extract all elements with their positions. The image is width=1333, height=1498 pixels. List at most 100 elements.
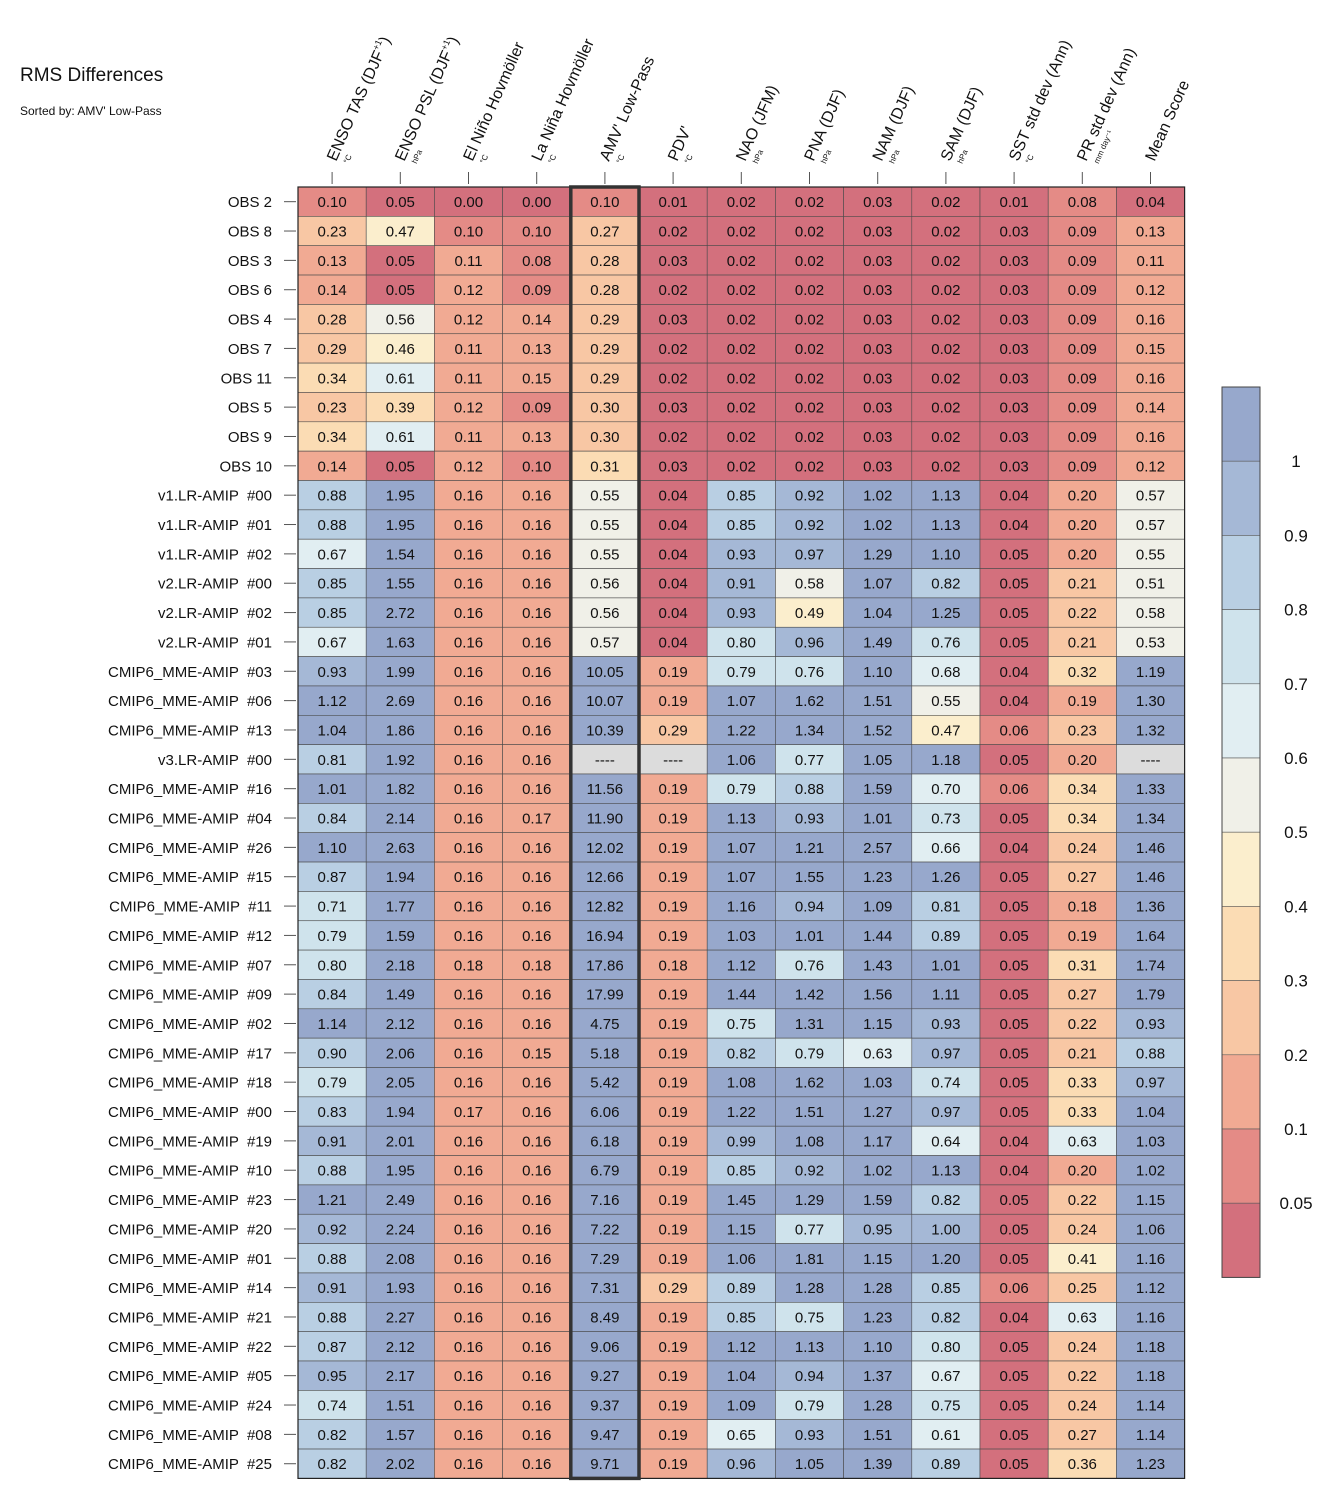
cell-value-label: 0.83 xyxy=(317,1104,346,1121)
cell-value-label: 0.16 xyxy=(454,1016,483,1033)
cell-value-label: 0.02 xyxy=(931,370,960,387)
heatmap-cell xyxy=(775,891,844,922)
heatmap-cell xyxy=(297,861,367,892)
column-label: ENSO TAS (DJF+1)°C xyxy=(322,33,394,165)
cell-value-label: 0.02 xyxy=(795,458,824,475)
cell-value-label: 1.34 xyxy=(795,722,824,739)
heatmap-cell xyxy=(434,1243,503,1274)
cell-value-label: 1.10 xyxy=(931,546,960,563)
heatmap-cell xyxy=(843,626,913,657)
cell-value-label: 0.20 xyxy=(1068,752,1097,769)
cell-value-label: 0.16 xyxy=(522,1427,551,1444)
heatmap-cell xyxy=(979,1419,1049,1450)
cell-value-label: 0.47 xyxy=(386,224,415,241)
heatmap-cell xyxy=(1116,861,1185,892)
cell-value-label: 0.85 xyxy=(931,1280,960,1297)
heatmap-cell xyxy=(843,450,913,481)
cell-value-label: 0.55 xyxy=(931,693,960,710)
cell-value-label: 0.27 xyxy=(590,224,619,241)
heatmap-cell xyxy=(365,1243,435,1274)
cell-value-label: 0.29 xyxy=(590,370,619,387)
cell-value-label: 0.16 xyxy=(522,869,551,886)
cell-value-label: 0.91 xyxy=(317,1280,346,1297)
cell-value-label: 0.02 xyxy=(727,282,756,299)
heatmap-cell xyxy=(1047,1243,1117,1274)
cell-value-label: 1.37 xyxy=(863,1368,892,1385)
cell-value-label: 0.12 xyxy=(454,312,483,329)
heatmap-cell xyxy=(297,450,367,481)
colorbar-frame xyxy=(1221,386,1261,1278)
cell-value-label: 1.23 xyxy=(863,1309,892,1326)
heatmap-cell xyxy=(706,1331,776,1362)
cell-value-label: 1.64 xyxy=(1136,928,1165,945)
cell-value-label: 0.19 xyxy=(658,1133,687,1150)
cell-value-label: 0.94 xyxy=(795,1368,824,1385)
heatmap-cell xyxy=(434,773,503,804)
heatmap-cell xyxy=(1047,1390,1117,1420)
heatmap-cell xyxy=(1116,744,1185,775)
cell-value-label: 0.19 xyxy=(1068,928,1097,945)
cell-value-label: 0.27 xyxy=(1068,1427,1097,1444)
cell-value-label: 1.07 xyxy=(727,869,756,886)
row-label: CMIP6_MME-AMIP #00 xyxy=(108,1104,272,1121)
cell-value-label: 0.16 xyxy=(522,899,551,916)
cell-value-label: 0.19 xyxy=(658,1456,687,1473)
heatmap-cell xyxy=(979,480,1049,511)
cell-value-label: 0.16 xyxy=(522,664,551,681)
cell-value-label: 2.14 xyxy=(386,811,415,828)
heatmap-cell xyxy=(297,773,367,804)
cell-value-label: 0.09 xyxy=(1068,282,1097,299)
cell-value-label: 0.19 xyxy=(658,1221,687,1238)
cell-value-label: 1.94 xyxy=(386,1104,415,1121)
heatmap-cell xyxy=(1116,1155,1185,1186)
row-label: OBS 4 xyxy=(228,312,272,329)
cell-value-label: 1.74 xyxy=(1136,957,1165,974)
column-unit-label: °C xyxy=(478,153,490,165)
cell-value-label: 1.00 xyxy=(931,1221,960,1238)
cell-value-label: 10.07 xyxy=(586,693,624,710)
cell-value-label: 1.20 xyxy=(931,1251,960,1268)
heatmap-cell xyxy=(297,891,367,922)
column-label-text: ENSO TAS (DJF+1) xyxy=(322,33,394,163)
column-unit-label: °C xyxy=(342,153,354,165)
column-label-main: El Niño Hovmöller xyxy=(461,39,529,163)
cell-value-label: 1.59 xyxy=(386,928,415,945)
cell-value-label: 0.56 xyxy=(590,605,619,622)
cell-value-label: 12.66 xyxy=(586,869,624,886)
cell-value-label: 0.20 xyxy=(1068,488,1097,505)
cell-value-label: 0.03 xyxy=(999,400,1028,417)
cell-value-label: 1.51 xyxy=(863,1427,892,1444)
cell-value-label: 0.16 xyxy=(522,1075,551,1092)
cell-value-label: 0.02 xyxy=(795,253,824,270)
cell-value-label: 0.84 xyxy=(317,811,346,828)
heatmap-cell xyxy=(1047,626,1117,657)
heatmap-cell xyxy=(843,304,913,335)
cell-value-label: 0.19 xyxy=(658,1192,687,1209)
heatmap-cell xyxy=(843,979,913,1010)
heatmap-cell xyxy=(911,538,981,569)
heatmap-cell xyxy=(638,480,708,511)
cell-value-label: 0.08 xyxy=(1068,194,1097,211)
cell-value-label: 0.02 xyxy=(727,312,756,329)
cell-value-label: 0.63 xyxy=(1068,1133,1097,1150)
cell-value-label: 0.02 xyxy=(795,224,824,241)
cell-value-label: 0.67 xyxy=(317,546,346,563)
colorbar-tick-label: 0.2 xyxy=(1284,1046,1308,1065)
heatmap-cell xyxy=(502,245,572,276)
cell-value-label: 2.01 xyxy=(386,1133,415,1150)
cell-value-label: 0.19 xyxy=(658,811,687,828)
heatmap-cell xyxy=(775,274,844,305)
cell-value-label: 2.12 xyxy=(386,1016,415,1033)
cell-value-label: 2.24 xyxy=(386,1221,415,1238)
cell-value-label: 2.72 xyxy=(386,605,415,622)
cell-value-label: 1.42 xyxy=(795,987,824,1004)
heatmap-cell xyxy=(570,1096,640,1127)
cell-value-label: 0.19 xyxy=(658,1045,687,1062)
cell-value-label: 0.16 xyxy=(454,1280,483,1297)
heatmap-cell xyxy=(706,861,776,892)
heatmap-cell xyxy=(434,509,503,540)
cell-value-label: 4.75 xyxy=(590,1016,619,1033)
heatmap-cell xyxy=(434,979,503,1010)
cell-value-label: 0.29 xyxy=(590,312,619,329)
heatmap-cell xyxy=(979,656,1049,687)
